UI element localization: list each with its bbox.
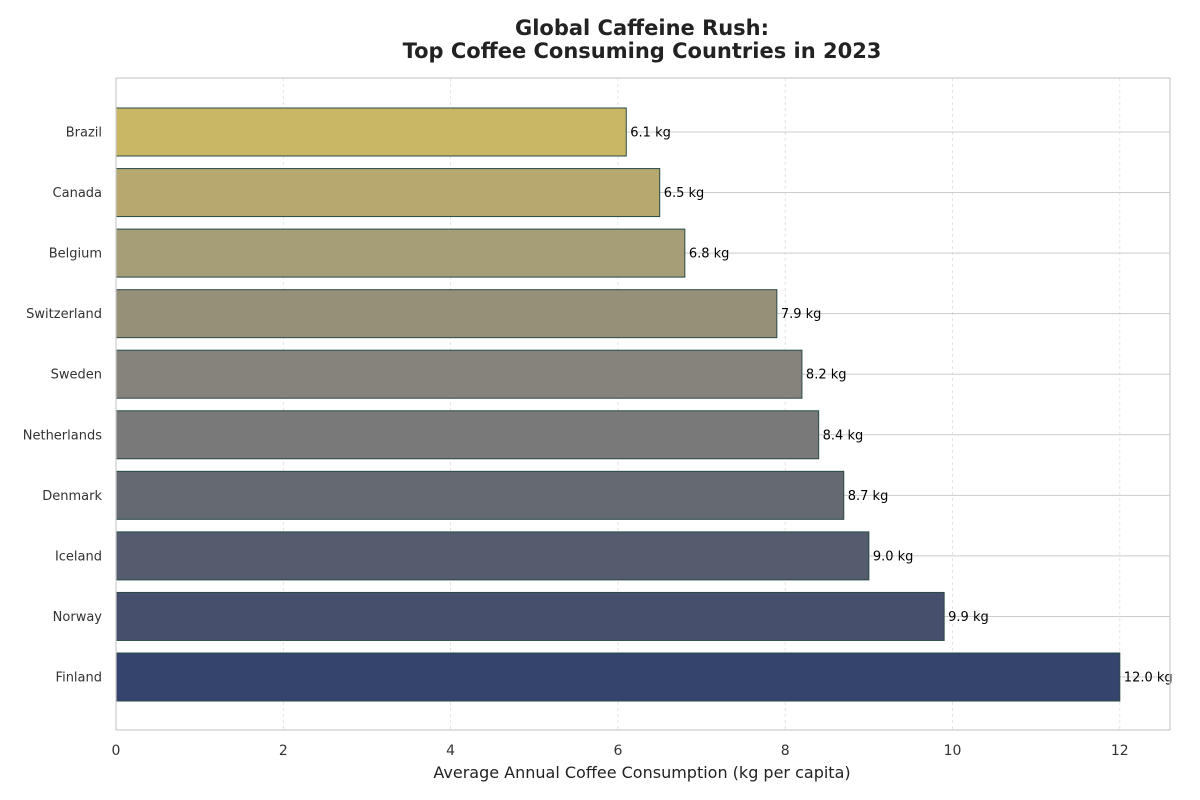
y-tick-label: Sweden (51, 368, 102, 383)
y-tick-label: Switzerland (26, 307, 102, 322)
x-tick-label: 0 (112, 743, 121, 759)
bar-denmark (115, 470, 845, 520)
value-label: 9.9 kg (948, 610, 989, 625)
chart-title-line1: Global Caffeine Rush: (515, 16, 769, 40)
value-label: 7.9 kg (781, 307, 822, 322)
value-label: 12.0 kg (1124, 671, 1173, 686)
value-label: 8.7 kg (848, 489, 889, 504)
y-tick-label: Belgium (49, 247, 102, 262)
y-tick-label: Iceland (55, 549, 102, 564)
bar-sweden (115, 349, 803, 399)
plot-frame (115, 77, 1171, 731)
x-tick-label: 4 (446, 743, 455, 759)
bar-brazil (115, 107, 627, 157)
bar-iceland (115, 531, 870, 581)
value-label: 9.0 kg (873, 549, 914, 564)
bar-canada (115, 168, 661, 218)
x-tick-label: 10 (944, 743, 962, 759)
x-axis-label: Average Annual Coffee Consumption (kg pe… (433, 763, 850, 782)
bar-belgium (115, 228, 686, 278)
y-tick-label: Norway (53, 610, 103, 625)
bar-norway (115, 591, 945, 641)
bar-finland (115, 652, 1121, 702)
x-tick-label: 2 (279, 743, 288, 759)
plot-area: 6.1 kg Brazil 6.5 kg Canada 6.8 kg Belgium 7.9… (23, 77, 1173, 759)
value-label: 6.8 kg (689, 247, 730, 262)
bar-netherlands (115, 410, 820, 460)
y-tick-label: Canada (53, 186, 102, 201)
x-tick-label: 8 (781, 743, 790, 759)
y-tick-label: Finland (56, 671, 102, 686)
value-label: 6.1 kg (630, 126, 671, 141)
x-tick-label: 12 (1111, 743, 1129, 759)
y-tick-label: Denmark (42, 489, 102, 504)
bar-switzerland (115, 289, 778, 339)
value-label: 8.2 kg (806, 368, 847, 383)
chart-title-line2: Top Coffee Consuming Countries in 2023 (403, 39, 882, 63)
value-label: 8.4 kg (823, 428, 864, 443)
y-tick-label: Brazil (66, 126, 102, 141)
x-tick-label: 6 (613, 743, 622, 759)
value-label: 6.5 kg (664, 186, 705, 201)
y-tick-label: Netherlands (23, 428, 102, 443)
